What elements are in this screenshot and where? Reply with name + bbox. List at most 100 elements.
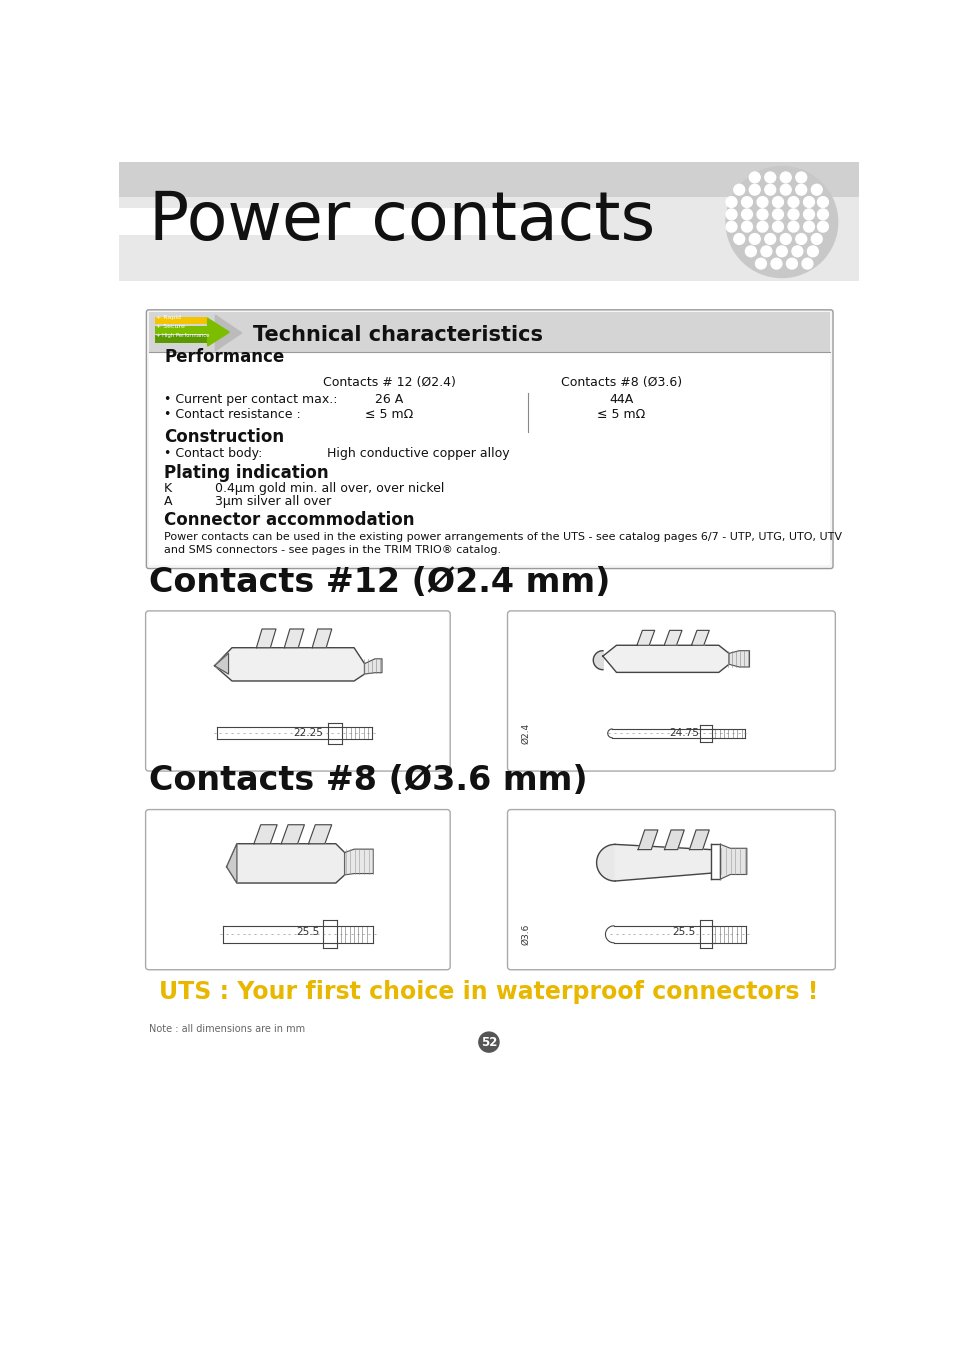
Circle shape [740, 221, 752, 232]
Text: Contacts #8 (Ø3.6 mm): Contacts #8 (Ø3.6 mm) [149, 764, 587, 798]
Circle shape [791, 246, 802, 256]
Text: 52: 52 [480, 1035, 497, 1049]
Text: 22.25: 22.25 [294, 728, 323, 738]
Circle shape [795, 171, 806, 182]
Circle shape [725, 209, 736, 220]
Text: 3μm silver all over: 3μm silver all over [214, 494, 331, 508]
Circle shape [725, 221, 736, 232]
Circle shape [780, 171, 790, 182]
Text: 0.4μm gold min. all over, over nickel: 0.4μm gold min. all over, over nickel [214, 482, 443, 495]
Text: Connector accommodation: Connector accommodation [164, 512, 415, 529]
Polygon shape [364, 659, 381, 674]
Text: Technical characteristics: Technical characteristics [253, 325, 543, 346]
Polygon shape [308, 825, 332, 844]
Polygon shape [602, 645, 728, 672]
Circle shape [733, 234, 744, 244]
Text: Contacts #8 (Ø3.6): Contacts #8 (Ø3.6) [560, 377, 681, 389]
Circle shape [810, 185, 821, 196]
Text: 25.5: 25.5 [296, 926, 319, 937]
Circle shape [748, 185, 760, 196]
Text: Construction: Construction [164, 428, 284, 446]
Circle shape [764, 171, 775, 182]
Bar [119, 162, 858, 197]
Text: Note : all dimensions are in mm: Note : all dimensions are in mm [149, 1025, 305, 1034]
Circle shape [764, 185, 775, 196]
Text: Ø3.6: Ø3.6 [521, 923, 530, 945]
Text: Plating indication: Plating indication [164, 463, 329, 482]
Polygon shape [214, 648, 364, 680]
Polygon shape [615, 844, 710, 882]
Bar [119, 281, 858, 1202]
Bar [119, 208, 607, 235]
Text: ≤ 5 mΩ: ≤ 5 mΩ [364, 409, 413, 421]
Circle shape [757, 209, 767, 220]
Text: • Contact body:: • Contact body: [164, 447, 262, 460]
Polygon shape [593, 651, 602, 670]
Text: Power contacts: Power contacts [149, 189, 655, 254]
Circle shape [760, 246, 771, 256]
Circle shape [780, 185, 790, 196]
Circle shape [772, 221, 782, 232]
FancyBboxPatch shape [507, 612, 835, 771]
Circle shape [817, 209, 827, 220]
Polygon shape [728, 651, 749, 667]
Polygon shape [663, 630, 681, 645]
Text: • Contact resistance :: • Contact resistance : [164, 409, 300, 421]
FancyBboxPatch shape [146, 810, 450, 969]
Text: UTS : Your first choice in waterproof connectors !: UTS : Your first choice in waterproof co… [159, 980, 818, 1003]
Circle shape [787, 221, 798, 232]
Polygon shape [215, 316, 241, 351]
Text: + Secure: + Secure [156, 324, 185, 329]
Circle shape [787, 209, 798, 220]
Polygon shape [208, 319, 229, 346]
Text: and SMS connectors - see pages in the TRIM TRIO® catalog.: and SMS connectors - see pages in the TR… [164, 545, 500, 555]
Polygon shape [638, 830, 658, 849]
Polygon shape [689, 830, 708, 849]
Circle shape [801, 258, 812, 269]
Polygon shape [284, 629, 304, 648]
Bar [154, 317, 208, 324]
Polygon shape [637, 630, 654, 645]
Polygon shape [227, 844, 236, 883]
Text: 44A: 44A [609, 393, 633, 406]
Circle shape [770, 258, 781, 269]
Circle shape [802, 209, 814, 220]
Circle shape [725, 166, 837, 278]
Text: Power contacts can be used in the existing power arrangements of the UTS - see c: Power contacts can be used in the existi… [164, 532, 841, 541]
Polygon shape [596, 844, 615, 882]
Polygon shape [256, 629, 275, 648]
Text: • Current per contact max.:: • Current per contact max.: [164, 393, 337, 406]
Circle shape [755, 258, 765, 269]
FancyBboxPatch shape [146, 310, 832, 568]
Circle shape [817, 221, 827, 232]
Text: High conductive copper alloy: High conductive copper alloy [327, 447, 509, 460]
Polygon shape [344, 849, 373, 875]
Text: + Rapid: + Rapid [156, 315, 181, 320]
Circle shape [757, 221, 767, 232]
Circle shape [787, 197, 798, 208]
Circle shape [785, 258, 797, 269]
Polygon shape [691, 630, 708, 645]
Circle shape [740, 197, 752, 208]
Polygon shape [227, 844, 344, 883]
Text: A: A [164, 494, 172, 508]
Text: 25.5: 25.5 [672, 926, 695, 937]
Text: Performance: Performance [164, 348, 284, 366]
FancyBboxPatch shape [146, 612, 450, 771]
Circle shape [748, 234, 760, 244]
Polygon shape [281, 825, 304, 844]
Circle shape [725, 197, 736, 208]
Text: Contacts #12 (Ø2.4 mm): Contacts #12 (Ø2.4 mm) [149, 566, 609, 598]
Circle shape [810, 234, 821, 244]
Bar [150, 312, 829, 352]
Bar [154, 335, 208, 343]
Bar [154, 325, 208, 333]
FancyBboxPatch shape [507, 810, 835, 969]
Circle shape [802, 221, 814, 232]
Polygon shape [253, 825, 276, 844]
Circle shape [795, 185, 806, 196]
Text: ≤ 5 mΩ: ≤ 5 mΩ [597, 409, 645, 421]
Circle shape [772, 197, 782, 208]
Circle shape [776, 246, 786, 256]
Circle shape [478, 1033, 498, 1052]
